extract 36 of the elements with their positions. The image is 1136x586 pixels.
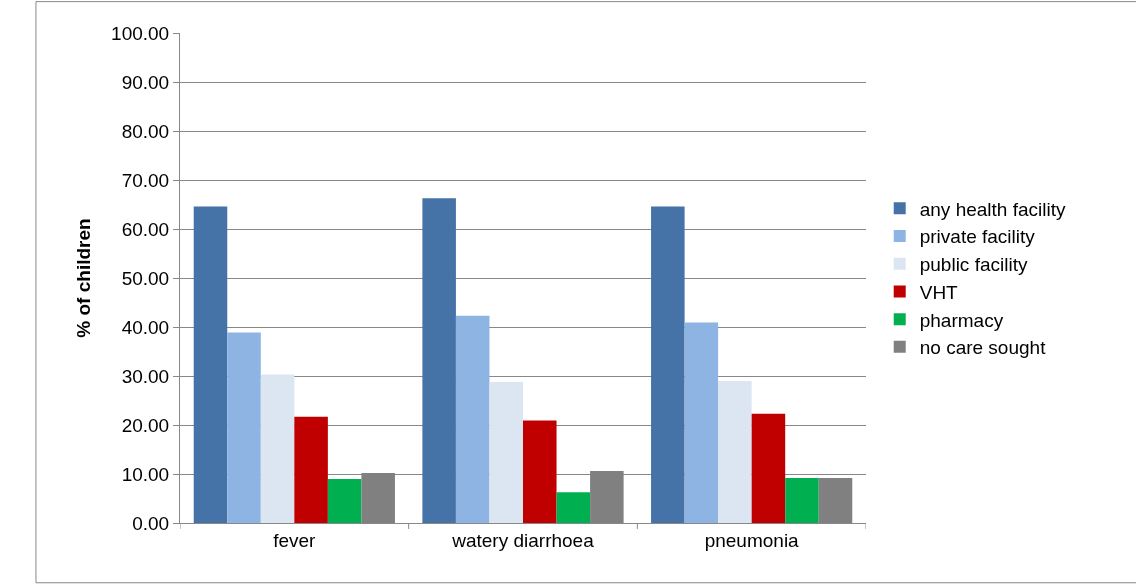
y-tick-label: 10.00 (121, 463, 170, 485)
bar (651, 206, 685, 523)
legend-label: private facility (919, 226, 1036, 248)
bar (227, 332, 261, 523)
y-axis-title: % of children (72, 218, 94, 338)
x-tick-label: fever (273, 529, 317, 551)
bar (422, 198, 456, 523)
x-tick-label: pneumonia (704, 529, 800, 551)
bar (193, 206, 228, 523)
legend-label: pharmacy (919, 309, 1004, 331)
bar (718, 380, 752, 523)
y-tick-label: 80.00 (121, 120, 170, 142)
bar (785, 477, 819, 523)
bar (260, 374, 295, 523)
y-tick-label: 70.00 (121, 169, 170, 191)
legend-label: VHT (919, 281, 959, 303)
legend-label: no care sought (919, 337, 1047, 359)
y-tick-label: 60.00 (121, 218, 170, 240)
legend-label: public facility (919, 254, 1028, 276)
y-tick-label: 100.00 (111, 22, 170, 44)
y-tick-label: 50.00 (121, 267, 170, 289)
y-tick-label: 0.00 (132, 512, 170, 534)
bar (327, 478, 362, 523)
y-tick-label: 90.00 (121, 71, 170, 93)
bar (751, 413, 786, 523)
legend-label: any health facility (919, 198, 1066, 220)
bar (294, 416, 328, 523)
bar (684, 322, 719, 523)
bar (523, 420, 557, 523)
y-tick-label: 30.00 (121, 365, 170, 387)
y-tick-label: 20.00 (121, 414, 170, 436)
y-tick-label: 40.00 (121, 316, 170, 338)
bar (556, 492, 591, 523)
x-tick-label: watery diarrhoea (451, 529, 595, 551)
bar (455, 315, 490, 523)
bar (489, 381, 523, 523)
